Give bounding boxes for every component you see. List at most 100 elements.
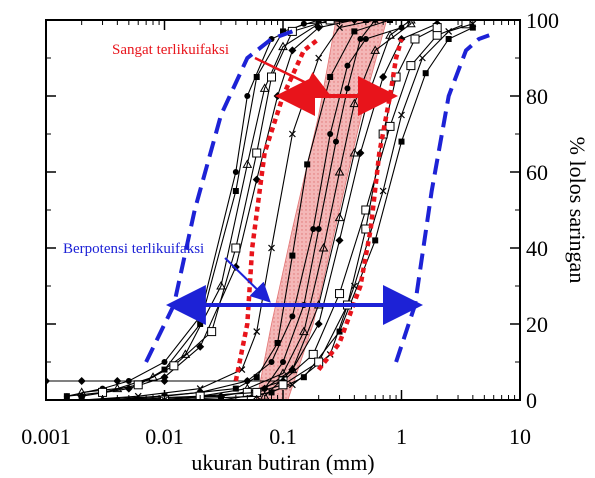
data-point [398,138,405,145]
x-tick-label: 0.01 [145,424,184,449]
data-point [379,187,387,195]
data-point [268,359,275,365]
data-point [385,121,395,131]
data-point [327,74,334,80]
annotation-sangat-terlikuifaksi: Sangat terlikuifaksi [112,42,229,58]
data-point [332,138,339,145]
data-point [112,383,123,393]
data-point [314,320,323,328]
y-tick-label: 0 [526,388,537,413]
y-tick-label: 40 [526,236,548,261]
x-tick-label: 0.1 [269,424,297,449]
data-point [232,188,239,194]
red-boundary-right [316,38,404,371]
data-point [379,73,388,81]
data-point [300,374,307,381]
data-point [267,72,277,82]
data-point [280,28,286,35]
data-point [289,252,296,259]
data-point [372,237,379,244]
data-point [344,85,351,92]
data-point [336,328,343,335]
data-point [288,130,296,138]
data-point [253,374,260,381]
data-point [357,36,364,42]
data-point [335,289,345,299]
data-point [461,20,471,29]
data-point [252,148,262,158]
data-point [344,62,351,69]
data-point [406,61,416,71]
data-point [315,54,323,62]
data-point [445,36,452,42]
blue-boundary-right [394,33,490,363]
data-point [335,236,344,245]
y-axis-title: % lolos saringan [565,137,590,284]
data-point [169,361,179,371]
data-point [243,377,252,385]
data-point [196,342,205,351]
series-line [264,20,412,397]
data-point [273,92,282,100]
berpotensi-pointer-arrow [224,257,271,303]
data-point [161,359,168,365]
data-point [349,147,360,157]
data-point [278,380,288,390]
data-point [268,389,275,396]
series-line [81,20,355,397]
data-point [63,393,70,400]
data-point [336,24,343,32]
data-point [299,326,309,336]
data-point [351,28,358,35]
data-point [244,93,251,99]
data-point [445,27,453,35]
x-tick-label: 0.001 [21,424,71,449]
x-axis-title: ukuran butiran (mm) [191,450,374,475]
data-point [318,242,329,252]
data-point [278,41,288,51]
data-point [288,381,296,389]
data-point [385,30,395,39]
data-point [334,166,345,176]
data-point [259,83,270,92]
data-point [410,34,420,44]
y-tick-label: 20 [526,312,548,337]
data-point [288,46,297,55]
data-point [161,396,168,400]
data-point [160,377,169,385]
data-point [231,263,240,271]
data-point [133,380,143,390]
data-point [469,24,476,31]
series-curve-15 [259,20,416,400]
data-point [77,377,86,385]
data-point [231,243,241,253]
data-point [253,328,261,336]
data-point [242,159,253,168]
data-point [406,20,416,24]
data-point [422,70,429,77]
data-point [334,212,345,222]
data-point [325,20,335,25]
series-curve-5 [98,20,335,397]
data-point [280,359,286,365]
annotation-berpotensi-terlikuifaksi: Berpotensi terlikuifaksi [63,241,204,257]
data-point [432,30,442,40]
data-point [315,226,322,232]
data-point [268,244,275,252]
y-tick-label: 100 [526,8,559,33]
annotation-layer [144,29,490,382]
data-point [300,20,307,27]
data-point [362,36,369,42]
x-tick-label: 10 [509,424,531,449]
x-tick-label: 1 [396,424,407,449]
data-point [314,23,323,32]
data-point [287,364,298,374]
sangat-pointer-arrow [254,56,330,95]
data-point [304,161,311,168]
data-point [274,340,281,346]
data-point [310,226,317,232]
data-point [232,385,239,392]
data-point [113,377,122,385]
